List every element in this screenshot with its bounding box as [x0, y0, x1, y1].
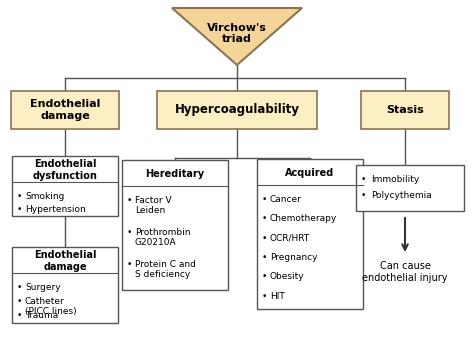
- Polygon shape: [172, 8, 302, 65]
- Text: •: •: [262, 292, 267, 301]
- Text: •: •: [262, 272, 267, 281]
- FancyBboxPatch shape: [122, 160, 228, 290]
- Text: Endothelial
damage: Endothelial damage: [30, 99, 100, 121]
- Text: Acquired: Acquired: [285, 168, 335, 178]
- FancyBboxPatch shape: [12, 156, 118, 216]
- Text: Pregnancy: Pregnancy: [270, 253, 318, 262]
- FancyBboxPatch shape: [257, 159, 363, 309]
- Text: •: •: [127, 260, 132, 269]
- Text: Cancer: Cancer: [270, 195, 302, 204]
- Text: •: •: [127, 228, 132, 237]
- Text: Immobility: Immobility: [371, 175, 419, 184]
- FancyBboxPatch shape: [356, 165, 464, 211]
- Text: Smoking: Smoking: [25, 192, 64, 201]
- FancyBboxPatch shape: [361, 91, 449, 129]
- Text: Hypertension: Hypertension: [25, 205, 86, 214]
- FancyBboxPatch shape: [157, 91, 317, 129]
- Text: •: •: [361, 191, 366, 200]
- Text: Stasis: Stasis: [386, 105, 424, 115]
- Text: Trauma: Trauma: [25, 311, 58, 320]
- Text: Catheter
(PICC lines): Catheter (PICC lines): [25, 297, 77, 317]
- Text: •: •: [262, 195, 267, 204]
- Text: Surgery: Surgery: [25, 283, 61, 292]
- Text: •: •: [17, 283, 22, 292]
- Text: •: •: [262, 234, 267, 243]
- FancyBboxPatch shape: [12, 247, 118, 323]
- Text: HIT: HIT: [270, 292, 285, 301]
- Text: •: •: [17, 192, 22, 201]
- Text: Prothrombin
G20210A: Prothrombin G20210A: [135, 228, 191, 247]
- Text: •: •: [17, 297, 22, 306]
- Text: Protein C and
S deficiency: Protein C and S deficiency: [135, 260, 196, 280]
- Text: Hereditary: Hereditary: [146, 169, 205, 179]
- Text: Can cause
endothelial injury: Can cause endothelial injury: [362, 261, 448, 283]
- Text: Virchow's
triad: Virchow's triad: [207, 23, 267, 44]
- Text: Endothelial
damage: Endothelial damage: [34, 250, 96, 272]
- Text: •: •: [262, 214, 267, 223]
- FancyBboxPatch shape: [11, 91, 119, 129]
- Text: •: •: [262, 253, 267, 262]
- Text: •: •: [17, 205, 22, 214]
- Text: Chemotherapy: Chemotherapy: [270, 214, 337, 223]
- Text: Factor V
Leiden: Factor V Leiden: [135, 196, 172, 215]
- Text: Polycythemia: Polycythemia: [371, 191, 432, 200]
- Text: Obesity: Obesity: [270, 272, 305, 281]
- Text: OCR/HRT: OCR/HRT: [270, 234, 310, 243]
- Text: •: •: [17, 311, 22, 320]
- Text: •: •: [127, 196, 132, 205]
- Text: Endothelial
dysfunction: Endothelial dysfunction: [33, 159, 98, 181]
- Text: Hypercoagulability: Hypercoagulability: [174, 104, 300, 117]
- Text: •: •: [361, 175, 366, 184]
